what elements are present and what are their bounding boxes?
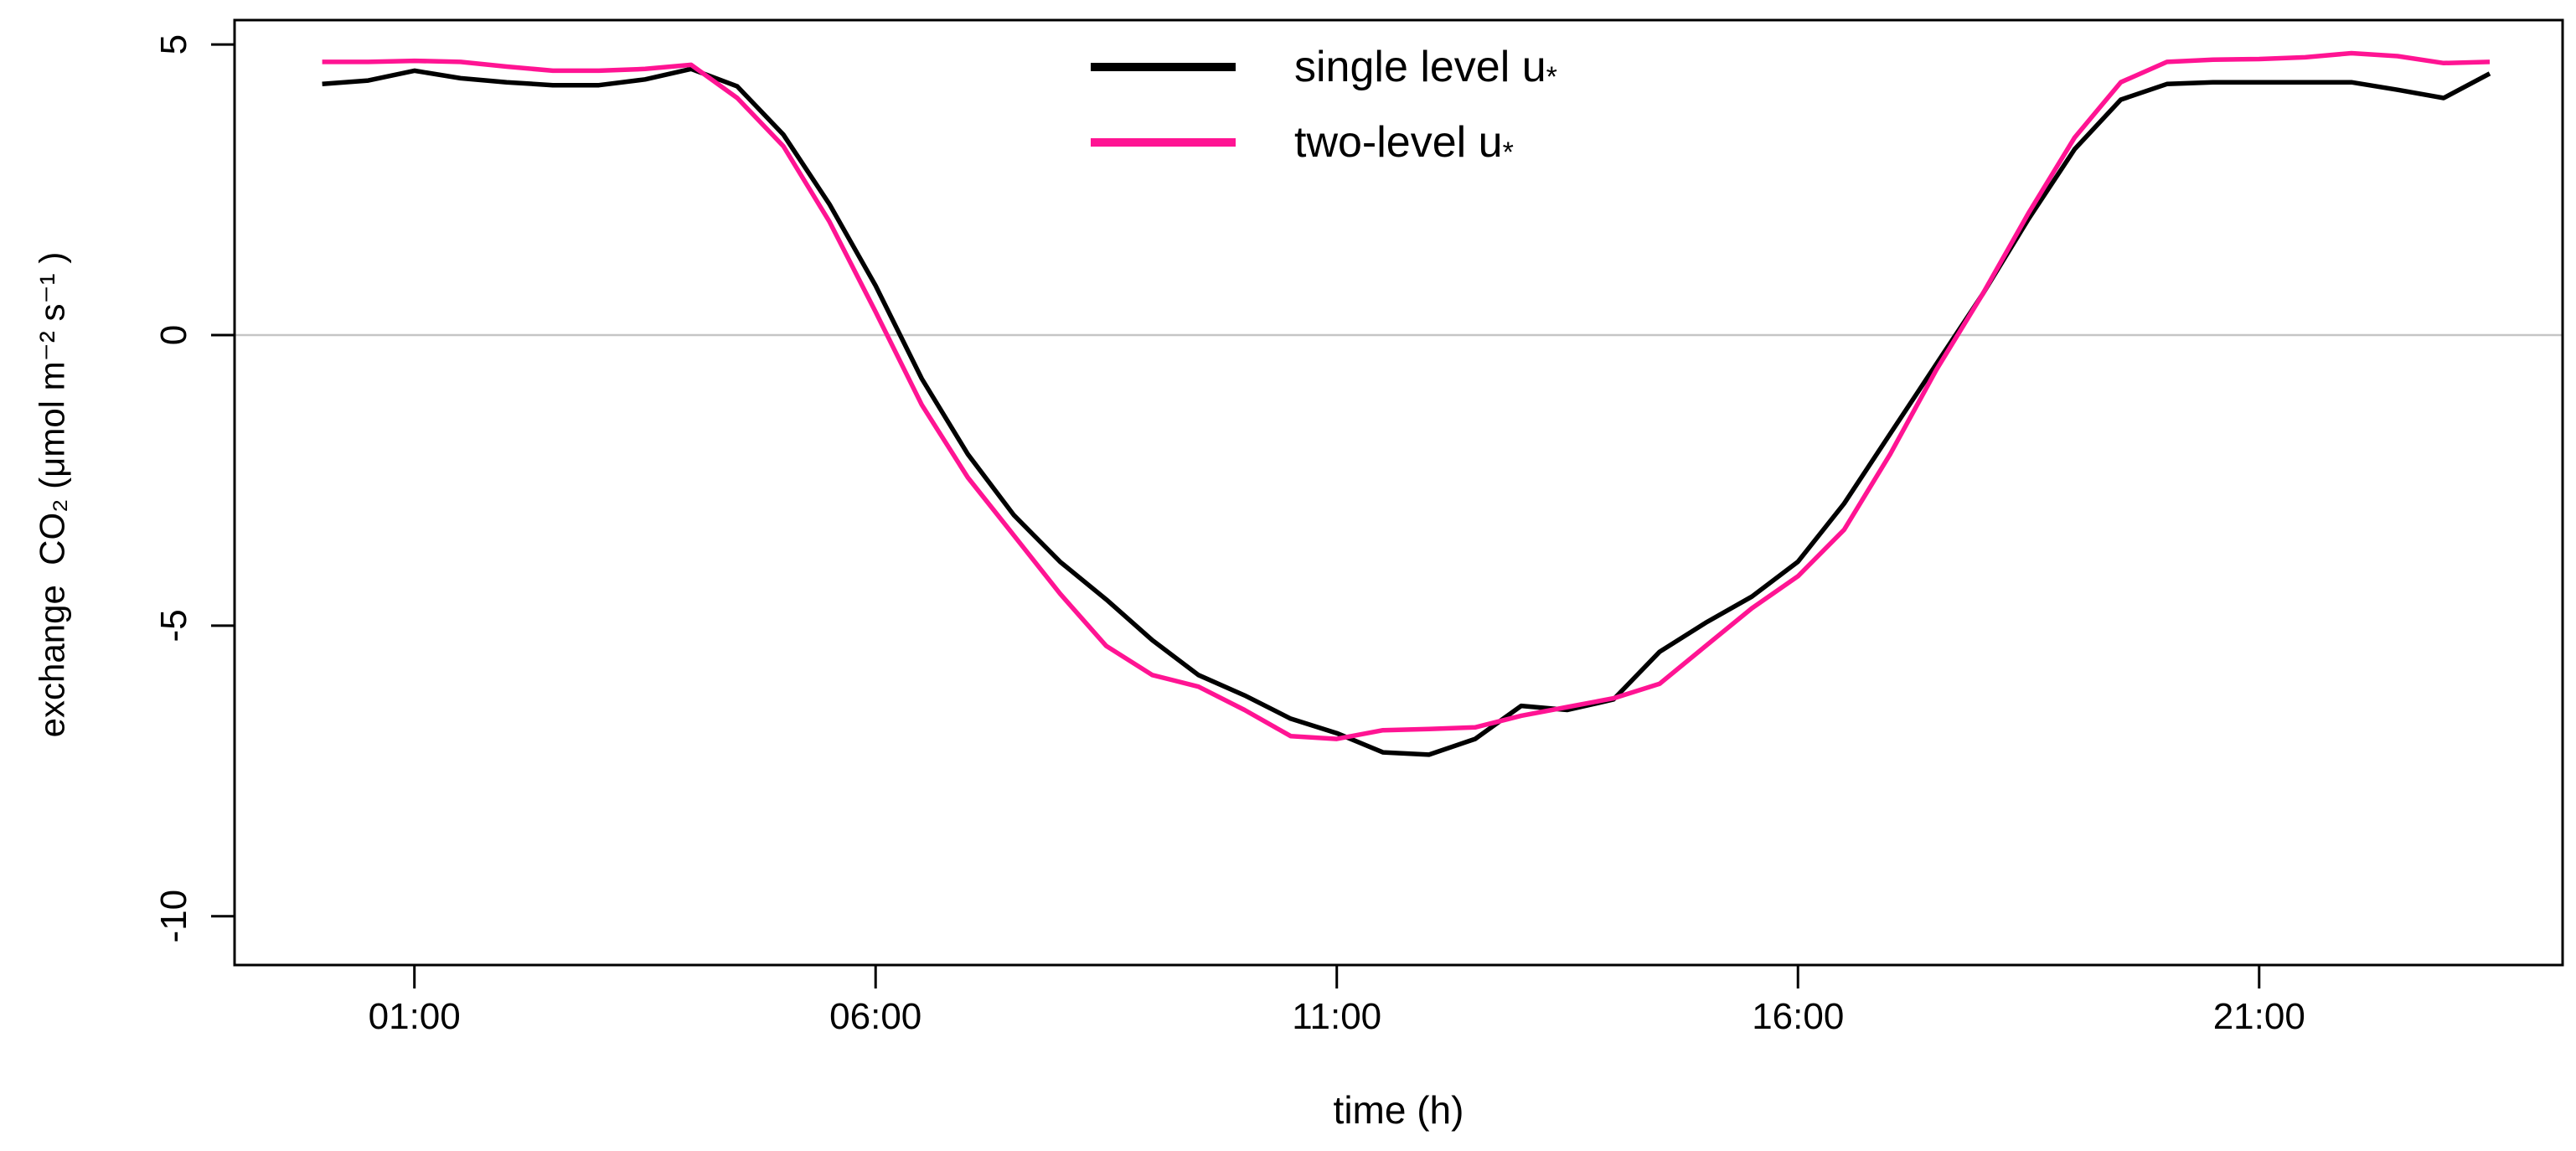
- x-tick-label: 21:00: [2213, 996, 2305, 1037]
- legend-label-text: two-level u: [1294, 118, 1503, 167]
- y-tick-label: 5: [153, 34, 194, 54]
- legend-label-single-level: single level u*: [1294, 43, 1557, 91]
- y-tick-label: 0: [153, 325, 194, 345]
- plot-border: [233, 18, 2564, 967]
- series-line-1: [322, 50, 2491, 741]
- y-tick-label: -10: [153, 890, 194, 943]
- legend-label-subscript: *: [1502, 137, 1514, 168]
- x-tick-label: 11:00: [1292, 996, 1381, 1037]
- y-axis-label: exchange CO₂ (μmol m⁻² s⁻¹ ): [32, 251, 72, 738]
- x-tick-label: 01:00: [369, 996, 461, 1037]
- series-line-0: [322, 66, 2491, 757]
- x-tick-label: 06:00: [829, 996, 921, 1037]
- legend-label-subscript: *: [1546, 61, 1557, 93]
- x-tick-label: 16:00: [1752, 996, 1844, 1037]
- x-axis-label: time (h): [1333, 1088, 1464, 1132]
- legend-label-text: single level u: [1294, 43, 1546, 91]
- y-tick-label: -5: [153, 609, 194, 642]
- legend-label-two-level: two-level u*: [1294, 118, 1514, 167]
